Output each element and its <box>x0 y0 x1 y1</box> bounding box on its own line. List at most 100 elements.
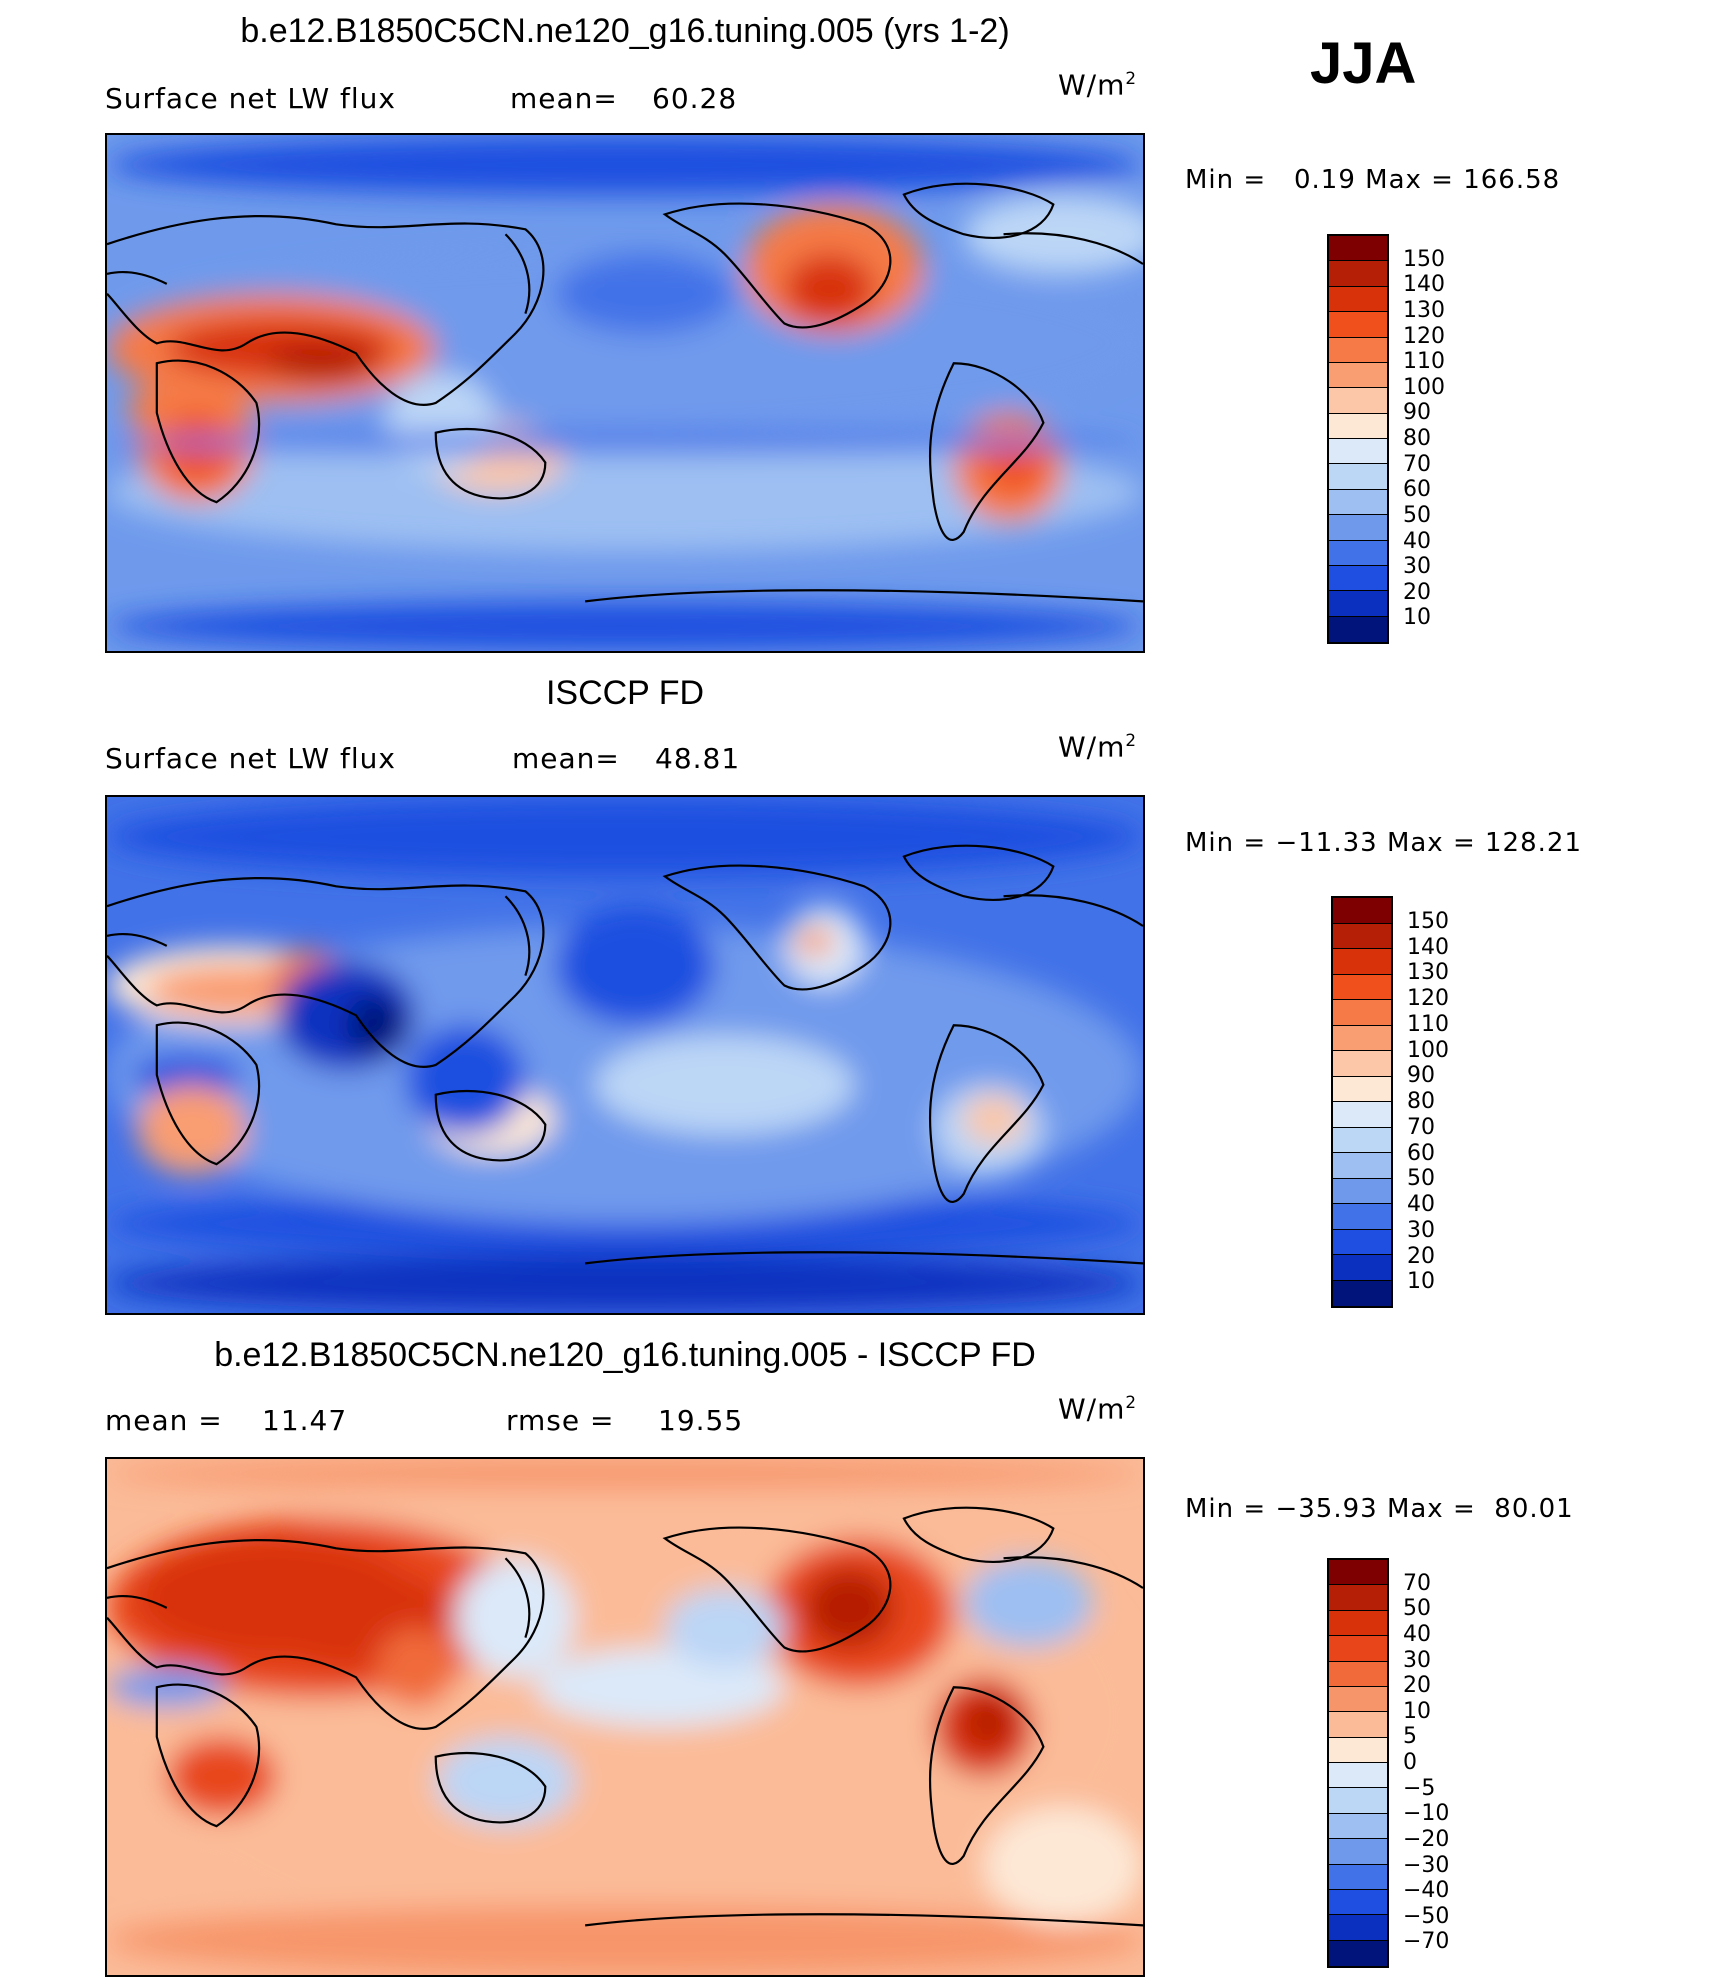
colorbar-tick-label: 50 <box>1403 1596 1431 1622</box>
field-region <box>107 135 1143 195</box>
panel-2-map-field <box>107 797 1143 1313</box>
colorbar-swatch <box>1329 1712 1387 1738</box>
colorbar-swatch <box>1329 616 1387 642</box>
panel-3-colorbar <box>1327 1558 1389 1968</box>
colorbar-tick-label: 0 <box>1403 1750 1417 1775</box>
field-region <box>804 1568 894 1648</box>
colorbar-tick-label: 40 <box>1403 528 1431 554</box>
coastline <box>504 1557 531 1638</box>
colorbar-swatch <box>1333 923 1391 949</box>
colorbar-swatch <box>1329 565 1387 592</box>
colorbar-swatch <box>1329 1737 1387 1763</box>
field-region <box>555 906 715 1026</box>
colorbar-swatch <box>1329 388 1387 414</box>
colorbar-tick-label: 40 <box>1403 1621 1431 1647</box>
colorbar-tick-label: 20 <box>1403 1673 1431 1699</box>
coastline <box>928 1024 1045 1203</box>
colorbar-swatch <box>1329 337 1387 363</box>
panel-1-mean-label: mean= <box>510 82 618 115</box>
panel-2-colorbar <box>1331 896 1393 1308</box>
colorbar-swatch <box>1333 1102 1391 1128</box>
colorbar-swatch <box>1333 1229 1391 1255</box>
colorbar-tick-label: 90 <box>1403 400 1431 426</box>
colorbar-swatch <box>1329 1940 1387 1966</box>
coastlines <box>107 1506 1143 1927</box>
field-region <box>107 1836 1143 1886</box>
panel-2-unit: W/m2 <box>1058 730 1138 764</box>
panel-2-mean-value: 48.81 <box>655 742 741 775</box>
coastline <box>107 1539 545 1730</box>
colorbar-swatch <box>1329 312 1387 338</box>
coastline <box>155 359 261 504</box>
coastline <box>1003 232 1143 265</box>
colorbar-tick-label: 50 <box>1403 502 1431 528</box>
colorbar-tick-label: 5 <box>1403 1724 1417 1750</box>
coastline <box>928 362 1045 541</box>
coastline <box>504 895 531 976</box>
colorbar-tick-label: 20 <box>1403 579 1431 605</box>
field-blobs <box>107 1459 1143 1975</box>
coastline <box>155 1021 261 1166</box>
colorbar-tick-label: 110 <box>1403 349 1445 375</box>
coastline <box>1003 1556 1143 1589</box>
colorbar-swatch <box>1329 1610 1387 1637</box>
colorbar-tick-label: 30 <box>1407 1217 1435 1243</box>
field-region <box>107 797 1143 877</box>
coastline <box>662 1526 892 1653</box>
colorbar-swatch <box>1329 261 1387 287</box>
colorbar-swatch <box>1329 464 1387 490</box>
colorbar-swatch <box>1329 1864 1387 1890</box>
panel-2-variable-label: Surface net LW flux <box>105 742 396 775</box>
coastline <box>107 215 545 406</box>
colorbar-tick-label: 120 <box>1403 323 1445 349</box>
colorbar-tick-label: 130 <box>1407 960 1449 986</box>
coastline <box>107 270 168 285</box>
field-region <box>555 254 735 334</box>
colorbar-swatch <box>1329 515 1387 541</box>
field-region <box>983 1806 1143 1926</box>
colorbar-swatch <box>1329 413 1387 439</box>
colorbar-swatch <box>1329 1560 1387 1586</box>
field-region <box>535 1647 785 1727</box>
colorbar-swatch <box>1333 1127 1391 1153</box>
field-region <box>963 1558 1094 1648</box>
colorbar-tick-label: 60 <box>1403 477 1431 503</box>
panel-1-variable-label: Surface net LW flux <box>105 82 396 115</box>
colorbar-swatch <box>1329 1636 1387 1662</box>
coastline <box>585 1913 1143 1927</box>
colorbar-tick-label: −30 <box>1403 1852 1450 1878</box>
panel-1-mean-value: 60.28 <box>652 82 738 115</box>
colorbar-tick-label: 100 <box>1407 1037 1449 1063</box>
colorbar-swatch <box>1329 1686 1387 1713</box>
coastline <box>902 1506 1055 1564</box>
colorbar-tick-label: 30 <box>1403 1647 1431 1673</box>
colorbar-tick-label: −20 <box>1403 1826 1450 1852</box>
field-region <box>375 1627 456 1708</box>
colorbar-swatch <box>1329 1788 1387 1814</box>
colorbar-swatch <box>1329 439 1387 465</box>
field-region <box>346 995 406 1055</box>
colorbar-swatch <box>1333 1178 1391 1204</box>
colorbar-swatch <box>1333 1051 1391 1077</box>
colorbar-tick-label: 80 <box>1403 426 1431 451</box>
panel-3-mean-value: 11.47 <box>262 1404 348 1437</box>
colorbar-tick-label: 70 <box>1403 451 1431 477</box>
panel-3-mean-label: mean = <box>105 1404 223 1437</box>
colorbar-tick-label: 140 <box>1403 272 1445 298</box>
colorbar-swatch <box>1329 362 1387 389</box>
colorbar-swatch <box>1333 1204 1391 1230</box>
field-region <box>794 926 835 956</box>
coastline <box>585 589 1143 603</box>
colorbar-swatch <box>1329 286 1387 313</box>
colorbar-swatch <box>1329 1839 1387 1865</box>
coastlines <box>107 844 1143 1265</box>
field-region <box>107 1193 1143 1254</box>
coastline <box>902 844 1055 902</box>
colorbar-swatch <box>1329 489 1387 516</box>
coastline <box>434 427 547 500</box>
colorbar-tick-label: −50 <box>1403 1903 1450 1929</box>
colorbar-swatch <box>1333 898 1391 924</box>
colorbar-tick-label: 90 <box>1407 1063 1435 1089</box>
colorbar-swatch <box>1333 1280 1391 1306</box>
panel-1-minmax: Min = 0.19 Max = 166.58 <box>1185 165 1561 195</box>
